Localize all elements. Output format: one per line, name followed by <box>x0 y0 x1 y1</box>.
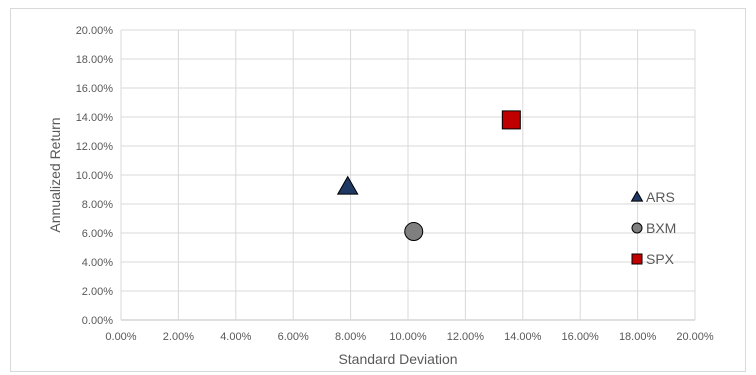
y-tick-label: 16.00% <box>76 83 114 95</box>
chart-frame <box>10 8 746 372</box>
legend-label-bxm: BXM <box>646 220 676 236</box>
legend: ARS BXM SPX <box>630 189 676 267</box>
y-axis-ticks: 0.00% 2.00% 4.00% 6.00% 8.00% 10.00% 12.00% 14.… <box>76 25 114 327</box>
legend-marker-ars <box>630 190 644 202</box>
y-tick-label: 0.00% <box>82 315 113 327</box>
x-axis-ticks: 0.00% 2.00% 4.00% 6.00% 8.00% 10.00% 12.00% 14.… <box>105 331 713 343</box>
y-tick-label: 12.00% <box>76 141 114 153</box>
x-tick-label: 2.00% <box>163 331 194 343</box>
y-tick-label: 20.00% <box>76 25 114 37</box>
x-tick-label: 4.00% <box>220 331 251 343</box>
x-tick-label: 0.00% <box>105 331 136 343</box>
y-tick-label: 2.00% <box>82 286 113 298</box>
y-tick-label: 6.00% <box>82 228 113 240</box>
legend-label-spx: SPX <box>646 251 675 267</box>
data-points <box>336 110 521 242</box>
x-axis-title: Standard Deviation <box>338 351 457 367</box>
legend-marker-bxm <box>631 222 643 234</box>
data-point-ars <box>336 175 359 195</box>
y-tick-label: 4.00% <box>82 257 113 269</box>
y-tick-label: 14.00% <box>76 112 114 124</box>
y-tick-label: 10.00% <box>76 170 114 182</box>
y-tick-label: 8.00% <box>82 199 113 211</box>
y-axis-title: Annualized Return <box>47 117 63 232</box>
x-tick-label: 8.00% <box>335 331 366 343</box>
data-point-spx <box>501 110 521 130</box>
x-tick-label: 20.00% <box>676 331 714 343</box>
x-tick-label: 18.00% <box>619 331 657 343</box>
x-tick-label: 12.00% <box>447 331 485 343</box>
x-tick-label: 14.00% <box>504 331 542 343</box>
data-point-bxm <box>404 222 424 242</box>
legend-label-ars: ARS <box>646 189 675 205</box>
gridlines <box>120 29 696 321</box>
x-tick-label: 10.00% <box>389 331 427 343</box>
x-tick-label: 16.00% <box>562 331 600 343</box>
y-tick-label: 18.00% <box>76 54 114 66</box>
x-tick-label: 6.00% <box>278 331 309 343</box>
legend-marker-spx <box>631 253 643 265</box>
